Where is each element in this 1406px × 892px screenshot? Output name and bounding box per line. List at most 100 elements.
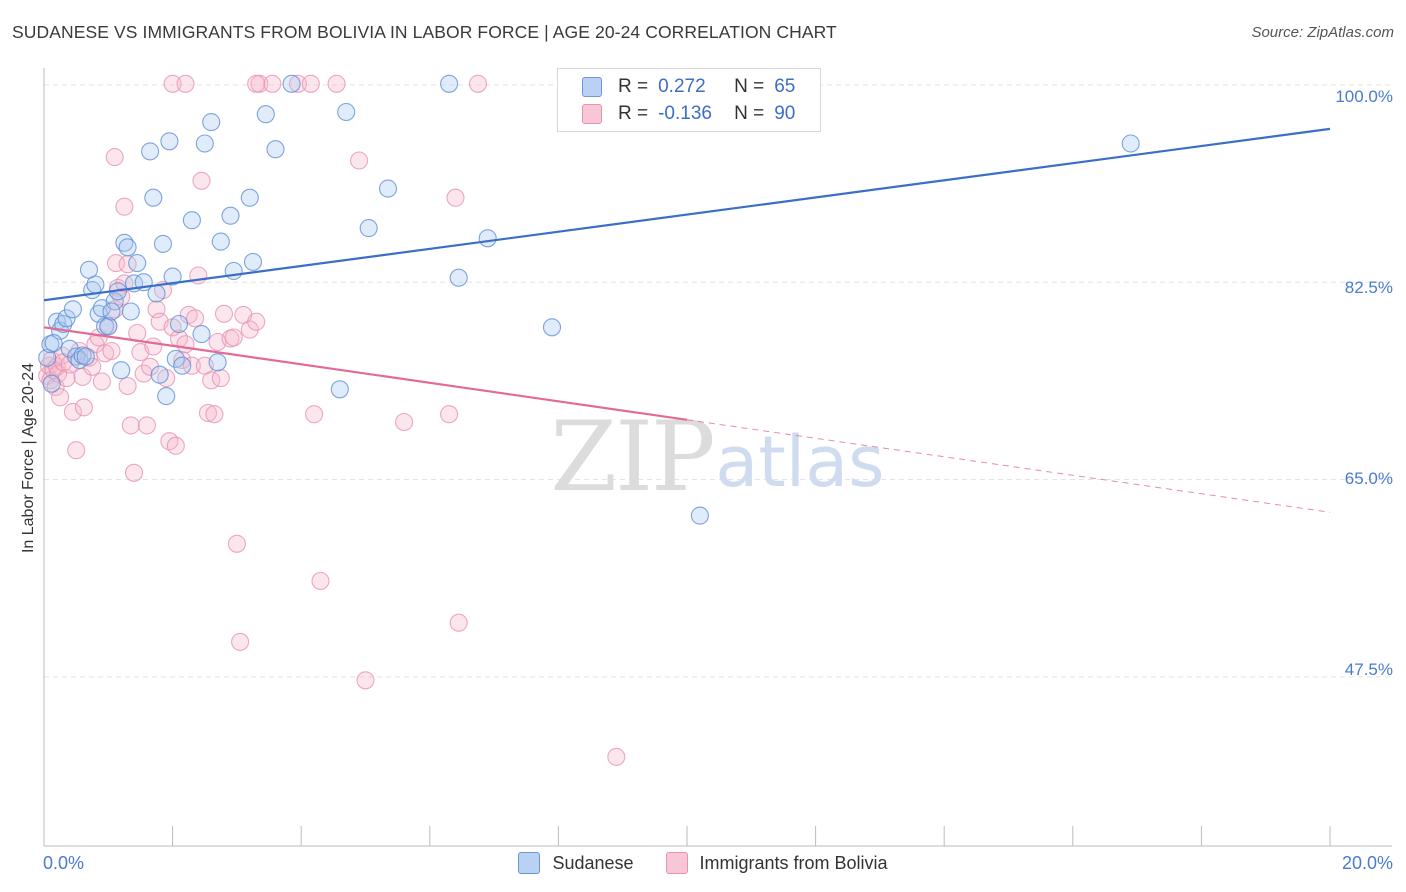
sudanese-point <box>211 232 230 251</box>
sudanese-point <box>153 234 173 253</box>
sudanese-point <box>67 347 86 366</box>
bolivia-point <box>247 312 266 331</box>
sudanese-point <box>282 74 301 93</box>
bolivia-point <box>124 463 144 482</box>
x-tick-label-max: 20.0% <box>1341 853 1393 873</box>
bolivia-point <box>224 328 243 347</box>
sudanese-point <box>102 302 121 321</box>
legend-n-value-bolivia: 90 <box>774 103 796 124</box>
bolivia-point <box>74 398 93 417</box>
sudanese-point <box>63 300 82 319</box>
bolivia-point <box>356 671 375 690</box>
trend-line-bolivia <box>43 326 688 421</box>
bolivia-point <box>305 405 324 424</box>
sudanese-point <box>378 179 398 198</box>
sudanese-point <box>76 347 95 366</box>
sudanese-point <box>330 380 349 399</box>
bolivia-point <box>301 74 320 93</box>
sudanese-point <box>169 314 189 334</box>
bolivia-point <box>327 74 346 93</box>
legend-item-sudanese[interactable]: Sudanese <box>518 852 634 874</box>
watermark: ZIP atlas <box>550 401 884 513</box>
legend-n-label: N = <box>734 76 765 97</box>
bolivia-point <box>92 372 111 391</box>
legend-label-sudanese: Sudanese <box>552 852 634 873</box>
bolivia-point <box>205 405 224 424</box>
legend-label-bolivia: Immigrants from Bolivia <box>699 852 888 873</box>
sudanese-point <box>150 365 169 384</box>
series-bolivia-points <box>38 74 626 766</box>
legend-n-value-sudanese: 65 <box>774 76 796 97</box>
sudanese-point <box>166 349 185 368</box>
bolivia-point <box>121 416 140 435</box>
sudanese-point <box>173 356 192 375</box>
sudanese-point <box>44 334 63 353</box>
sudanese-point <box>449 268 468 287</box>
bolivia-point <box>63 402 82 421</box>
sudanese-point <box>160 132 179 151</box>
bolivia-point <box>227 534 246 553</box>
legend-swatch-blue <box>582 77 602 97</box>
sudanese-point <box>359 219 378 238</box>
bolivia-point <box>163 74 182 93</box>
trend-line-sudanese <box>43 127 1331 302</box>
sudanese-point <box>243 252 263 271</box>
legend-r-label: R = <box>618 103 649 124</box>
bolivia-point <box>115 197 134 216</box>
legend-swatch-sudanese <box>518 852 541 874</box>
sudanese-point <box>440 74 459 93</box>
sudanese-point <box>121 302 140 321</box>
legend-swatch-bolivia <box>665 852 688 874</box>
bolivia-point <box>247 74 266 93</box>
sudanese-point <box>337 102 356 122</box>
sudanese-point <box>221 206 240 225</box>
sudanese-point <box>105 292 124 311</box>
bolivia-point <box>186 309 205 328</box>
bolivia-point <box>67 441 86 460</box>
bolivia-point <box>211 369 230 388</box>
x-tick-label-min: 0.0% <box>43 853 85 873</box>
legend-item-bolivia[interactable]: Immigrants from Bolivia <box>665 852 888 874</box>
sudanese-point <box>54 314 73 334</box>
y-tick-label-47-5: 47.5% <box>1344 660 1393 679</box>
bolivia-point <box>395 412 414 432</box>
y-tick-label-65: 65.0% <box>1344 469 1393 488</box>
sudanese-point <box>195 134 214 153</box>
legend-r-label: R = <box>618 76 649 97</box>
sudanese-point <box>202 113 221 132</box>
sudanese-point <box>42 374 61 393</box>
watermark-atlas: atlas <box>715 421 884 503</box>
bolivia-point <box>137 416 156 435</box>
bolivia-point <box>198 403 218 423</box>
bolivia-point <box>288 74 308 93</box>
bolivia-point <box>214 304 234 323</box>
chart-title: SUDANESE VS IMMIGRANTS FROM BOLIVIA IN L… <box>12 22 837 42</box>
sudanese-point <box>157 387 176 406</box>
axes <box>43 68 1392 847</box>
bolivia-point <box>134 364 153 383</box>
bolivia-point <box>166 436 185 455</box>
sudanese-point <box>1121 134 1140 153</box>
sudanese-point <box>182 211 201 230</box>
bolivia-point <box>144 337 163 356</box>
bolivia-point <box>182 356 201 375</box>
sudanese-point <box>208 353 227 372</box>
sudanese-point <box>163 267 182 286</box>
bolivia-point <box>449 613 468 632</box>
legend-r-value-bolivia: -0.136 <box>658 103 712 124</box>
bolivia-point <box>468 74 488 93</box>
bolivia-point <box>440 405 459 424</box>
sudanese-point <box>112 361 131 380</box>
sudanese-point <box>266 140 285 159</box>
sudanese-point <box>128 254 147 273</box>
legend-row-sudanese: R = 0.272 N = 65 <box>582 75 795 99</box>
legend-r-value-sudanese: 0.272 <box>658 76 706 97</box>
trend-line-bolivia-extrapolated <box>686 419 1331 513</box>
y-tick-label-100: 100.0% <box>1335 87 1393 106</box>
sudanese-point <box>99 317 118 336</box>
series-legend: Sudanese Immigrants from Bolivia <box>0 852 1406 874</box>
bolivia-point <box>105 148 124 167</box>
y-tick-label-82-5: 82.5% <box>1344 278 1393 297</box>
sudanese-point <box>256 105 275 124</box>
